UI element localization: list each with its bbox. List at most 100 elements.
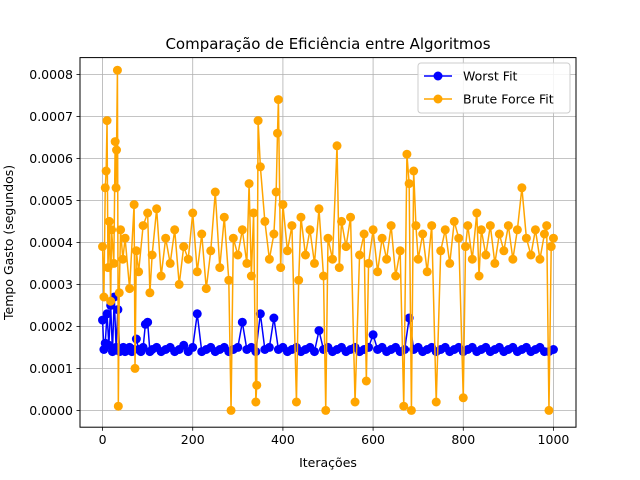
data-point-brute-force-fit [512,225,522,235]
data-point-brute-force-fit [359,229,369,239]
series-layer [98,65,558,415]
data-point-brute-force-fit [224,275,234,285]
data-point-brute-force-fit [201,284,211,294]
data-point-brute-force-fit [174,279,184,289]
data-point-brute-force-fit [249,208,259,218]
data-point-brute-force-fit [422,267,432,277]
data-point-brute-force-fit [179,242,189,252]
data-point-brute-force-fit [271,187,281,197]
data-point-brute-force-fit [440,225,450,235]
data-point-brute-force-fit [99,292,109,302]
data-point-brute-force-fit [350,397,360,407]
data-point-brute-force-fit [499,246,509,256]
data-point-brute-force-fit [508,254,518,264]
data-point-worst-fit [255,309,265,319]
data-point-brute-force-fit [130,363,140,373]
data-point-brute-force-fit [273,128,282,138]
data-point-brute-force-fit [445,258,455,268]
data-point-brute-force-fit [409,166,419,176]
data-point-brute-force-fit [131,246,141,256]
data-point-brute-force-fit [395,246,405,256]
data-point-worst-fit [131,334,141,344]
data-point-brute-force-fit [260,216,270,226]
data-point-brute-force-fit [134,267,144,277]
data-point-brute-force-fit [147,250,157,260]
data-point-brute-force-fit [386,221,396,231]
data-point-brute-force-fit [535,254,545,264]
x-tick-label: 600 [361,432,385,447]
data-point-brute-force-fit [530,225,540,235]
data-point-brute-force-fit [431,397,441,407]
data-point-brute-force-fit [170,225,180,235]
data-point-brute-force-fit [334,263,344,273]
data-point-worst-fit [264,342,274,352]
data-point-brute-force-fit [226,405,236,415]
data-point-brute-force-fit [98,242,108,252]
data-point-worst-fit [309,347,319,357]
data-point-brute-force-fit [406,405,416,415]
data-point-brute-force-fit [183,254,193,264]
legend-marker-worst-fit [433,71,443,81]
data-point-brute-force-fit [314,204,324,214]
data-point-brute-force-fit [152,204,162,214]
data-point-brute-force-fit [485,221,495,231]
data-point-brute-force-fit [273,95,283,105]
data-point-brute-force-fit [404,179,414,189]
data-point-brute-force-fit [368,225,378,235]
y-tick-label: 0.0002 [29,319,73,334]
data-point-brute-force-fit [476,225,486,235]
data-point-brute-force-fit [215,263,225,273]
legend: Worst Fit Brute Force Fit [417,62,571,114]
data-point-brute-force-fit [458,393,468,403]
data-point-brute-force-fit [361,376,371,386]
data-point-brute-force-fit [427,221,437,231]
legend-box [417,62,571,114]
x-tick-label: 400 [271,432,295,447]
data-point-brute-force-fit [252,380,262,390]
data-point-brute-force-fit [113,401,123,411]
y-tick-label: 0.0008 [29,67,73,82]
data-point-worst-fit [233,342,243,352]
data-point-brute-force-fit [242,258,252,268]
data-point-brute-force-fit [481,250,491,260]
data-point-brute-force-fit [548,233,558,243]
data-point-worst-fit [269,313,279,323]
data-point-worst-fit [237,317,247,327]
data-point-brute-force-fit [494,229,504,239]
data-point-brute-force-fit [282,246,292,256]
data-point-brute-force-fit [337,216,347,226]
data-point-brute-force-fit [116,225,126,235]
data-point-worst-fit [143,317,153,327]
data-point-brute-force-fit [391,271,401,281]
data-point-brute-force-fit [364,258,374,268]
x-tick-label: 1000 [538,432,570,447]
y-axis: 0.0000 0.0001 0.0002 0.0003 0.0004 0.0005 0.00… [29,67,80,418]
data-point-brute-force-fit [192,267,202,277]
data-point-brute-force-fit [461,242,471,252]
data-point-brute-force-fit [296,212,306,222]
data-point-brute-force-fit [474,271,484,281]
data-point-brute-force-fit [102,116,112,126]
legend-marker-brute-force-fit [433,94,443,104]
x-tick-label: 0 [99,432,107,447]
data-point-brute-force-fit [228,233,238,243]
data-point-brute-force-fit [233,250,243,260]
data-point-brute-force-fit [219,212,229,222]
data-point-brute-force-fit [188,208,198,218]
data-point-brute-force-fit [255,162,265,172]
data-point-worst-fit [548,345,558,354]
data-point-brute-force-fit [210,187,220,197]
data-point-brute-force-fit [305,225,315,235]
data-point-brute-force-fit [291,397,301,407]
series-line-brute-force-fit [101,69,555,412]
data-point-brute-force-fit [100,183,110,193]
data-point-brute-force-fit [546,242,556,252]
data-point-brute-force-fit [114,288,124,298]
data-point-brute-force-fit [399,401,409,411]
data-point-worst-fit [314,326,324,336]
data-point-brute-force-fit [373,267,383,277]
y-tick-label: 0.0001 [29,361,73,376]
data-point-brute-force-fit [143,208,153,218]
data-point-brute-force-fit [346,212,356,222]
data-point-brute-force-fit [145,288,155,298]
